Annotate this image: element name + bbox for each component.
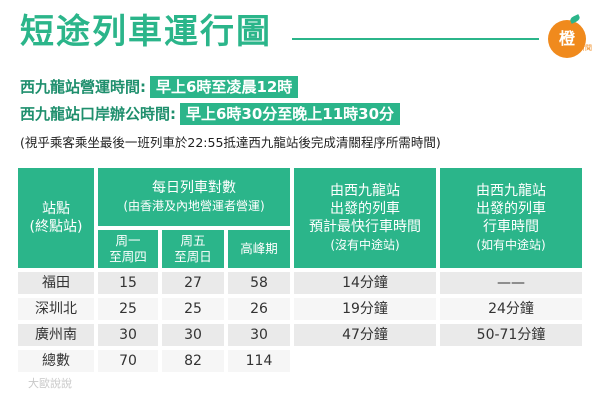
table-cell-peak: 30 [228, 324, 290, 346]
header-fastest-title: 由西九龍站 出發的列車 預計最快行車時間 [309, 183, 421, 235]
table-cell-fri-sun: 82 [162, 350, 224, 372]
watermark: 大歐說說 [28, 377, 72, 390]
title-divider [292, 38, 539, 40]
table-cell-station: 福田 [18, 272, 94, 294]
header-daily-title: 每日列車對數 [152, 180, 236, 196]
table-cell-fri-sun: 30 [162, 324, 224, 346]
header-stops-subtitle: (如有中途站) [476, 238, 546, 252]
table-cell-fastest: 19分鐘 [294, 298, 436, 320]
info-label: 西九龍站口岸辦公時間: [20, 105, 176, 123]
table-cell-fastest: 47分鐘 [294, 324, 436, 346]
header-daily-subtitle: (由香港及內地營運者營運) [123, 199, 265, 213]
table-cell-mon-thu: 70 [98, 350, 158, 372]
table-cell-stops: 24分鐘 [440, 298, 582, 320]
header-fastest-time: 由西九龍站 出發的列車 預計最快行車時間 (沒有中途站) [294, 168, 436, 268]
logo-sub: 新聞 [578, 44, 592, 52]
info-value: 早上6時30分至晚上11時30分 [180, 103, 401, 125]
table-cell-peak: 58 [228, 272, 290, 294]
info-row-port-hours: 西九龍站口岸辦公時間: 早上6時30分至晚上11時30分 [20, 103, 401, 125]
info-label: 西九龍站營運時間: [20, 78, 146, 96]
info-value: 早上6時至凌晨12時 [150, 76, 299, 98]
logo-char: 橙 [558, 29, 575, 48]
table-cell-stops: 50-71分鐘 [440, 324, 582, 346]
table-cell-fri-sun: 27 [162, 272, 224, 294]
orange-news-logo: 橙 新聞 [548, 14, 592, 60]
info-row-operating-hours: 西九龍站營運時間: 早上6時至凌晨12時 [20, 76, 299, 98]
page-title: 短途列車運行圖 [20, 12, 272, 52]
table-cell-fastest: 14分鐘 [294, 272, 436, 294]
header-stops-title: 由西九龍站 出發的列車 行車時間 [476, 183, 546, 235]
table-cell-stops: —— [440, 272, 582, 294]
table-cell-peak: 26 [228, 298, 290, 320]
table-cell-station: 廣州南 [18, 324, 94, 346]
header-stops-time: 由西九龍站 出發的列車 行車時間 (如有中途站) [440, 168, 582, 268]
table-cell-stops [440, 350, 582, 372]
header-fri-sun: 周五 至周日 [162, 230, 224, 268]
table-cell-mon-thu: 25 [98, 298, 158, 320]
header-station: 站點 (終點站) [18, 168, 94, 268]
table-cell-fastest [294, 350, 436, 372]
table-cell-mon-thu: 15 [98, 272, 158, 294]
table-cell-mon-thu: 30 [98, 324, 158, 346]
header-mon-thu: 周一 至周四 [98, 230, 158, 268]
table-cell-station: 深圳北 [18, 298, 94, 320]
footnote: (視乎乘客乘坐最後一班列車於22:55抵達西九龍站後完成清關程序所需時間) [20, 135, 441, 150]
table-cell-peak: 114 [228, 350, 290, 372]
header-fastest-subtitle: (沒有中途站) [330, 238, 400, 252]
table-cell-fri-sun: 25 [162, 298, 224, 320]
header-peak: 高峰期 [228, 230, 290, 268]
header-daily-trains: 每日列車對數 (由香港及內地營運者營運) [98, 168, 290, 226]
logo-circle [548, 20, 586, 58]
table-cell-station: 總數 [18, 350, 94, 372]
